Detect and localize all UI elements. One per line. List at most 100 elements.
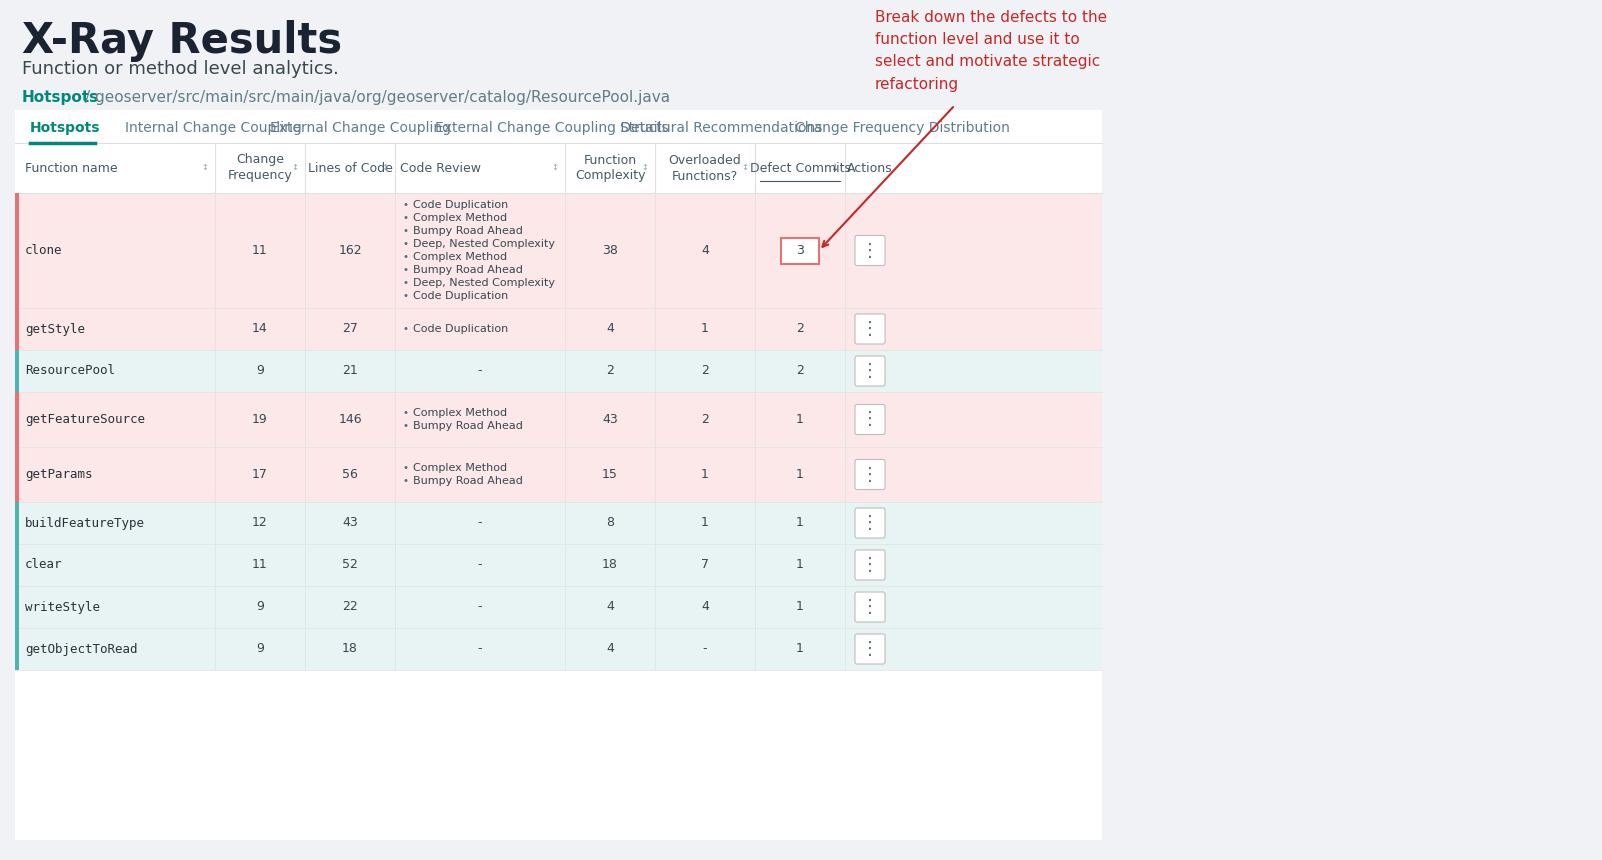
Text: •: • bbox=[404, 265, 409, 275]
Text: ↕: ↕ bbox=[551, 163, 559, 173]
Text: Bumpy Road Ahead: Bumpy Road Ahead bbox=[413, 226, 522, 236]
Text: 21: 21 bbox=[343, 365, 357, 378]
Text: ⋮: ⋮ bbox=[860, 410, 879, 428]
Text: 27: 27 bbox=[343, 322, 357, 335]
Text: buildFeatureType: buildFeatureType bbox=[26, 517, 146, 530]
Text: •: • bbox=[404, 324, 409, 334]
Text: 1: 1 bbox=[796, 600, 804, 613]
Text: 4: 4 bbox=[702, 244, 710, 257]
Text: Function or method level analytics.: Function or method level analytics. bbox=[22, 60, 340, 78]
Text: •: • bbox=[404, 463, 409, 473]
Text: 19: 19 bbox=[252, 413, 268, 426]
Text: Code Duplication: Code Duplication bbox=[413, 200, 508, 210]
Text: writeStyle: writeStyle bbox=[26, 600, 99, 613]
Text: getParams: getParams bbox=[26, 468, 93, 481]
Text: 8: 8 bbox=[606, 517, 614, 530]
Text: 38: 38 bbox=[602, 244, 618, 257]
Text: 1: 1 bbox=[796, 558, 804, 572]
Text: ⋮: ⋮ bbox=[860, 320, 879, 338]
Text: External Change Coupling Details: External Change Coupling Details bbox=[436, 121, 668, 135]
FancyBboxPatch shape bbox=[14, 193, 1102, 308]
Text: 3: 3 bbox=[796, 244, 804, 257]
FancyBboxPatch shape bbox=[14, 308, 1102, 350]
Text: Bumpy Road Ahead: Bumpy Road Ahead bbox=[413, 421, 522, 431]
Text: Complex Method: Complex Method bbox=[413, 408, 508, 418]
Text: 1: 1 bbox=[796, 413, 804, 426]
FancyBboxPatch shape bbox=[855, 314, 884, 344]
Text: ↕: ↕ bbox=[641, 163, 649, 173]
Text: Function
Complexity: Function Complexity bbox=[575, 153, 646, 182]
Text: 18: 18 bbox=[602, 558, 618, 572]
Text: Defect Commits: Defect Commits bbox=[750, 162, 851, 175]
FancyBboxPatch shape bbox=[14, 350, 1102, 392]
Text: ⋮: ⋮ bbox=[860, 362, 879, 380]
Text: 1: 1 bbox=[702, 468, 710, 481]
Text: 14: 14 bbox=[252, 322, 268, 335]
FancyBboxPatch shape bbox=[14, 110, 1102, 840]
Text: 4: 4 bbox=[606, 642, 614, 655]
Text: ↕: ↕ bbox=[202, 163, 208, 173]
Text: 4: 4 bbox=[702, 600, 710, 613]
Text: 1: 1 bbox=[702, 517, 710, 530]
Text: 2: 2 bbox=[796, 322, 804, 335]
Text: / geoserver/src/main/src/main/java/org/geoserver/catalog/ResourcePool.java: / geoserver/src/main/src/main/java/org/g… bbox=[85, 90, 670, 105]
Text: Function name: Function name bbox=[26, 162, 117, 175]
Text: -: - bbox=[477, 517, 482, 530]
Text: getFeatureSource: getFeatureSource bbox=[26, 413, 146, 426]
Text: ⋮: ⋮ bbox=[860, 640, 879, 658]
Text: Deep, Nested Complexity: Deep, Nested Complexity bbox=[413, 239, 554, 249]
Text: ⋮: ⋮ bbox=[860, 465, 879, 483]
Text: 9: 9 bbox=[256, 600, 264, 613]
FancyBboxPatch shape bbox=[14, 586, 19, 628]
Text: 4: 4 bbox=[606, 322, 614, 335]
Text: 1: 1 bbox=[796, 642, 804, 655]
Text: 2: 2 bbox=[606, 365, 614, 378]
Text: •: • bbox=[404, 213, 409, 223]
Text: -: - bbox=[477, 558, 482, 572]
Text: Overloaded
Functions?: Overloaded Functions? bbox=[668, 153, 742, 182]
Text: Hotspots: Hotspots bbox=[30, 121, 101, 135]
Text: 2: 2 bbox=[702, 413, 710, 426]
FancyBboxPatch shape bbox=[14, 447, 1102, 502]
Text: •: • bbox=[404, 200, 409, 210]
FancyBboxPatch shape bbox=[14, 502, 19, 544]
Text: X-Ray Results: X-Ray Results bbox=[22, 20, 343, 62]
Text: 146: 146 bbox=[338, 413, 362, 426]
Text: 43: 43 bbox=[343, 517, 357, 530]
Text: •: • bbox=[404, 476, 409, 486]
Text: getObjectToRead: getObjectToRead bbox=[26, 642, 138, 655]
Text: 162: 162 bbox=[338, 244, 362, 257]
Text: 1: 1 bbox=[702, 322, 710, 335]
Text: ↕: ↕ bbox=[742, 163, 748, 173]
Text: Code Review: Code Review bbox=[400, 162, 481, 175]
Text: clear: clear bbox=[26, 558, 62, 572]
Text: 4: 4 bbox=[606, 600, 614, 613]
Text: 18: 18 bbox=[343, 642, 357, 655]
Text: 2: 2 bbox=[796, 365, 804, 378]
Text: Actions: Actions bbox=[847, 162, 892, 175]
Text: Bumpy Road Ahead: Bumpy Road Ahead bbox=[413, 265, 522, 275]
FancyBboxPatch shape bbox=[14, 350, 19, 392]
Text: clone: clone bbox=[26, 244, 62, 257]
FancyBboxPatch shape bbox=[855, 550, 884, 580]
Text: ⋮: ⋮ bbox=[860, 598, 879, 616]
FancyBboxPatch shape bbox=[14, 392, 19, 447]
Text: 11: 11 bbox=[252, 244, 268, 257]
Text: Lines of Code: Lines of Code bbox=[308, 162, 392, 175]
Text: Complex Method: Complex Method bbox=[413, 252, 508, 262]
FancyBboxPatch shape bbox=[855, 508, 884, 538]
Text: Change
Frequency: Change Frequency bbox=[227, 153, 293, 182]
Text: ↕: ↕ bbox=[292, 163, 298, 173]
Text: •: • bbox=[404, 278, 409, 288]
FancyBboxPatch shape bbox=[14, 447, 19, 502]
Text: 1: 1 bbox=[796, 517, 804, 530]
Text: -: - bbox=[477, 642, 482, 655]
Text: 1: 1 bbox=[796, 468, 804, 481]
Text: Break down the defects to the
function level and use it to
select and motivate s: Break down the defects to the function l… bbox=[875, 10, 1107, 92]
FancyBboxPatch shape bbox=[855, 356, 884, 386]
Text: ResourcePool: ResourcePool bbox=[26, 365, 115, 378]
Text: 52: 52 bbox=[343, 558, 357, 572]
Text: 22: 22 bbox=[343, 600, 357, 613]
Text: Complex Method: Complex Method bbox=[413, 213, 508, 223]
Text: Structural Recommendations: Structural Recommendations bbox=[620, 121, 822, 135]
